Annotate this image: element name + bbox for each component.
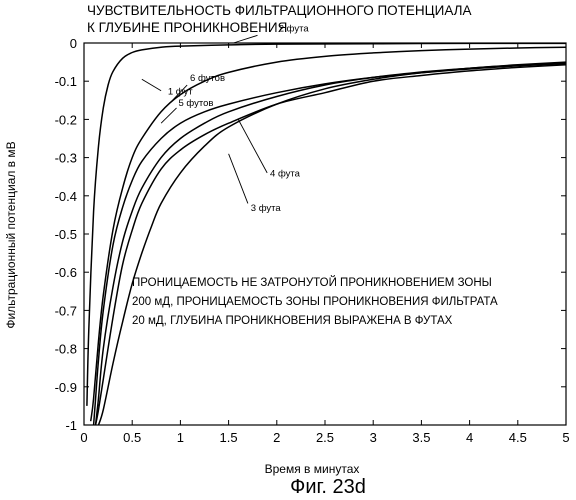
y-tick-label: -1 bbox=[65, 418, 77, 433]
y-tick-label: -0.6 bbox=[55, 265, 77, 280]
x-tick-label: 2 bbox=[273, 430, 280, 445]
x-tick-label: 5 bbox=[562, 430, 569, 445]
axis-ticks: 0 0.5 1 1.5 2 2.5 3 3.5 4 4.5 5 0 -0.1 -0.2 -0.3 -0.4 -0… bbox=[55, 36, 570, 445]
annotation-line-2: 200 мД, ПРОНИЦАЕМОСТЬ ЗОНЫ ПРОНИКНОВЕНИЯ… bbox=[132, 296, 498, 308]
x-axis-label: Время в минутах bbox=[265, 462, 360, 476]
y-tick-label: -0.9 bbox=[55, 380, 77, 395]
figure-caption: Фиг. 23d bbox=[290, 476, 366, 498]
y-tick-label: -0.5 bbox=[55, 227, 77, 242]
curve-label-leader bbox=[229, 154, 248, 204]
x-tick-label: 1.5 bbox=[220, 430, 238, 445]
plot-frame bbox=[84, 43, 566, 425]
curve-label: 5 футов bbox=[178, 98, 213, 109]
curve-labels: 1 фут2 фута6 футов5 футов4 фута3 фута bbox=[142, 24, 310, 215]
chart-title-line-2: К ГЛУБИНЕ ПРОНИКНОВЕНИЯ bbox=[87, 20, 287, 35]
x-tick-label: 3 bbox=[370, 430, 377, 445]
curve-label: 2 фута bbox=[279, 24, 310, 35]
y-tick-label: 0 bbox=[70, 36, 77, 51]
chart-title-line-1: ЧУВСТВИТЕЛЬНОСТЬ ФИЛЬТРАЦИОННОГО ПОТЕНЦИ… bbox=[87, 3, 472, 18]
curve-line bbox=[91, 47, 566, 421]
y-tick-label: -0.7 bbox=[55, 303, 77, 318]
curve-label: 6 футов bbox=[190, 73, 225, 84]
curve-line bbox=[94, 64, 566, 425]
y-tick-label: -0.4 bbox=[55, 189, 77, 204]
x-tick-label: 4 bbox=[466, 430, 473, 445]
chart-annotation: ПРОНИЦАЕМОСТЬ НЕ ЗАТРОНУТОЙ ПРОНИКНОВЕНИ… bbox=[132, 276, 498, 327]
y-tick-label: -0.1 bbox=[55, 74, 77, 89]
x-tick-label: 2.5 bbox=[316, 430, 334, 445]
data-curves bbox=[87, 43, 566, 425]
curve-label-leader bbox=[238, 119, 267, 172]
y-axis-label: Фильтрационный потенциал в мВ bbox=[4, 141, 18, 328]
y-tick-label: -0.2 bbox=[55, 112, 77, 127]
x-tick-label: 0.5 bbox=[123, 430, 141, 445]
y-tick-label: -0.8 bbox=[55, 342, 77, 357]
x-tick-label: 0 bbox=[80, 430, 87, 445]
annotation-line-3: 20 мД, ГЛУБИНА ПРОНИКНОВЕНИЯ ВЫРАЖЕНА В … bbox=[132, 315, 453, 327]
plot-axes bbox=[84, 43, 566, 425]
curve-line bbox=[87, 43, 566, 406]
curve-label: 4 фута bbox=[270, 169, 301, 180]
x-tick-label: 1 bbox=[177, 430, 184, 445]
curve-label-leader bbox=[233, 35, 257, 43]
y-tick-label: -0.3 bbox=[55, 151, 77, 166]
curve-label: 3 фута bbox=[251, 203, 282, 214]
curve-label-leader bbox=[142, 79, 161, 90]
x-tick-label: 3.5 bbox=[412, 430, 430, 445]
curve-line bbox=[99, 62, 567, 425]
x-tick-label: 4.5 bbox=[509, 430, 527, 445]
annotation-line-1: ПРОНИЦАЕМОСТЬ НЕ ЗАТРОНУТОЙ ПРОНИКНОВЕНИ… bbox=[132, 276, 492, 289]
curve-line bbox=[96, 63, 566, 425]
